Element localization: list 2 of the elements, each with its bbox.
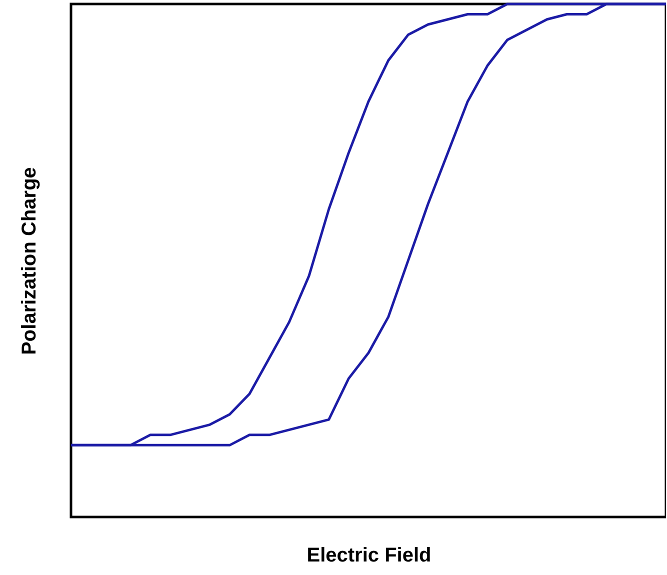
y-axis-title: Polarization Charge	[18, 167, 40, 355]
x-axis-title: Electric Field	[306, 544, 432, 566]
